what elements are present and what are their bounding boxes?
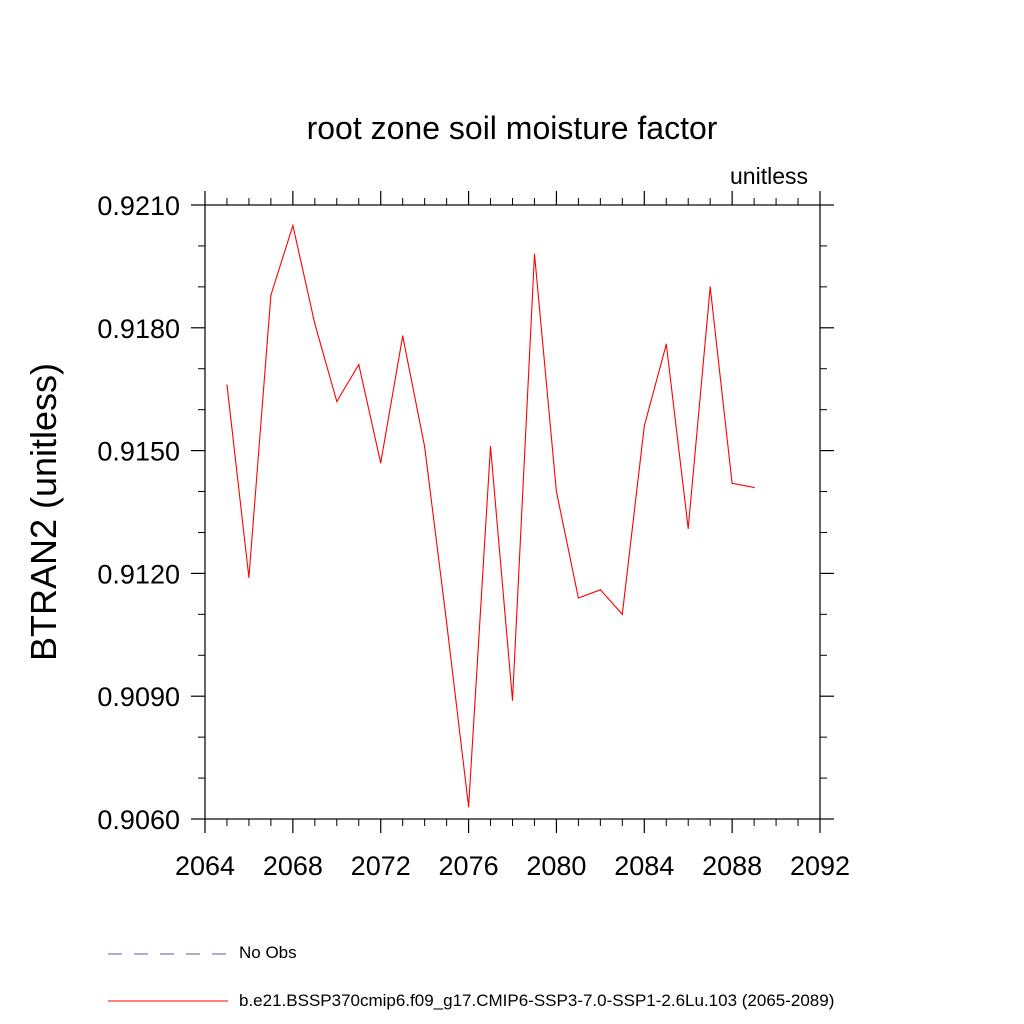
x-tick-label: 2088 — [702, 851, 762, 881]
x-tick-label: 2076 — [439, 851, 499, 881]
y-tick-label: 0.9090 — [97, 682, 180, 712]
data-point — [446, 621, 448, 624]
data-point — [621, 613, 623, 615]
x-tick-label: 2068 — [263, 851, 323, 881]
x-tick-label: 2064 — [175, 851, 235, 881]
data-point — [402, 335, 404, 337]
data-point — [599, 589, 601, 591]
data-point — [533, 253, 536, 255]
data-point — [336, 400, 338, 403]
data-point — [555, 490, 558, 493]
minor-ticks — [198, 198, 827, 826]
data-point — [489, 445, 492, 448]
y-tick-label: 0.9120 — [97, 559, 180, 589]
data-point — [577, 597, 579, 599]
legend-label-obs: No Obs — [239, 943, 297, 962]
data-point — [248, 576, 250, 579]
data-point — [731, 482, 733, 484]
plot-frame — [204, 204, 821, 820]
data-point — [665, 343, 667, 345]
legend-lines — [108, 953, 228, 1002]
data-point — [292, 224, 294, 227]
series-line — [226, 223, 755, 807]
legend-label-model: b.e21.BSSP370cmip6.f09_g17.CMIP6-SSP3-7.… — [239, 991, 835, 1010]
data-point — [643, 425, 645, 427]
chart-title: root zone soil moisture factor — [306, 110, 718, 146]
data-point — [467, 806, 470, 808]
x-tick-label: 2080 — [526, 851, 586, 881]
y-tick-label: 0.9150 — [97, 437, 180, 467]
data-point — [709, 286, 711, 288]
y-tick-label: 0.9210 — [97, 191, 180, 221]
data-point — [314, 323, 316, 325]
major-ticks — [191, 191, 834, 833]
data-point — [226, 384, 228, 386]
data-point — [687, 527, 689, 529]
x-tick-label: 2072 — [351, 851, 411, 881]
series-layer — [226, 223, 755, 808]
y-tick-label: 0.9060 — [97, 805, 180, 835]
data-point — [380, 462, 382, 464]
x-tick-labels: 2064 2068 2072 2076 2080 2084 2088 2092 — [175, 851, 850, 881]
y-tick-labels: 0.9060 0.9090 0.9120 0.9150 0.9180 0.9210 — [97, 191, 180, 835]
units-label: unitless — [730, 163, 808, 189]
x-tick-label: 2084 — [614, 851, 674, 881]
x-tick-label: 2092 — [790, 851, 850, 881]
y-tick-label: 0.9180 — [97, 314, 180, 344]
data-point — [511, 699, 514, 701]
y-axis-label: BTRAN2 (unitless) — [23, 362, 64, 662]
data-point — [358, 364, 360, 366]
data-point — [424, 445, 426, 448]
data-point — [270, 294, 272, 296]
data-point — [753, 486, 755, 489]
